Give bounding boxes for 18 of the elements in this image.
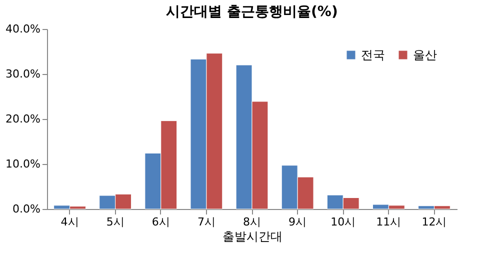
legend-label: 울산 xyxy=(413,48,437,62)
y-tick-label: 30.0% xyxy=(6,68,40,80)
x-tick-label: 10시 xyxy=(330,216,356,228)
x-tick-label: 11시 xyxy=(376,216,402,228)
legend-label: 전국 xyxy=(361,48,385,62)
x-tick-label: 8시 xyxy=(243,216,261,228)
x-tick-label: 6시 xyxy=(152,216,170,228)
y-tick-label: 10.0% xyxy=(6,158,40,170)
y-tick-label: 0.0% xyxy=(12,202,40,216)
x-tick-label: 5시 xyxy=(106,216,124,228)
x-axis-title: 출발시간대 xyxy=(222,230,282,244)
x-tick-label: 7시 xyxy=(197,216,216,228)
x-tick-label: 12시 xyxy=(422,216,447,228)
y-tick-label: 20.0% xyxy=(6,112,40,126)
y-tick-label: 40.0% xyxy=(6,22,40,36)
x-tick-label: 4시 xyxy=(60,216,79,228)
chart-title: 시간대별 출근통행비율(%) xyxy=(166,4,338,20)
x-tick-label: 9시 xyxy=(288,216,307,228)
